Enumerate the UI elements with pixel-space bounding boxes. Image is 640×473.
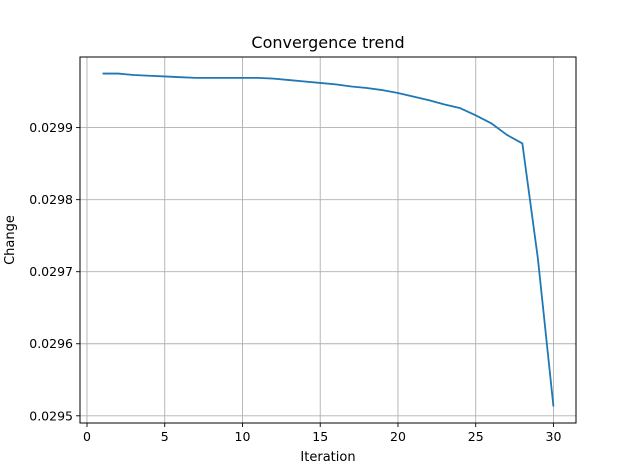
- x-tick-label: 20: [390, 429, 406, 444]
- chart-title: Convergence trend: [251, 33, 404, 52]
- x-axis-label: Iteration: [300, 450, 355, 465]
- y-tick-label: 0.0298: [29, 192, 73, 207]
- series-layer: [102, 72, 555, 407]
- tick-layer: 0 5 10 15 20 25 30 0.0295 0.0296 0.0297 0.0298 0.02…: [29, 120, 561, 444]
- axes-frame: [79, 56, 577, 424]
- series-line: [102, 72, 555, 407]
- grid-lines: [80, 57, 576, 423]
- x-tick-label: 5: [161, 429, 169, 444]
- x-tick-label: 25: [468, 429, 484, 444]
- x-tick-label: 10: [235, 429, 251, 444]
- y-tick-label: 0.0296: [29, 336, 73, 351]
- y-tick-label: 0.0297: [29, 264, 73, 279]
- x-tick-label: 15: [312, 429, 328, 444]
- y-axis-label: Change: [3, 215, 18, 265]
- x-tick-label: 0: [83, 429, 91, 444]
- y-tick-label: 0.0295: [29, 408, 73, 423]
- x-tick-label: 30: [546, 429, 562, 444]
- y-tick-label: 0.0299: [29, 120, 73, 135]
